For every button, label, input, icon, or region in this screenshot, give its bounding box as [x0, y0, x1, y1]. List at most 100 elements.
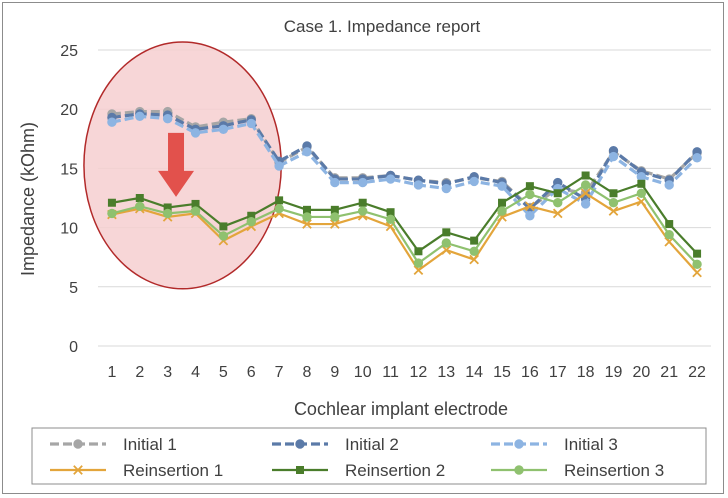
- data-point: [330, 219, 340, 229]
- x-tick-label: 11: [382, 364, 399, 381]
- data-point: [470, 236, 479, 245]
- data-point: [414, 247, 423, 256]
- y-tick-label: 20: [60, 102, 78, 119]
- data-point: [163, 203, 172, 212]
- data-point: [219, 222, 228, 231]
- chart-title: Case 1. Impedance report: [284, 17, 481, 36]
- data-point: [107, 198, 116, 207]
- data-point: [664, 180, 674, 190]
- data-point: [330, 177, 340, 188]
- x-tick-label: 8: [303, 364, 312, 381]
- x-tick-label: 18: [577, 364, 595, 381]
- x-tick-label: 1: [107, 364, 116, 381]
- x-tick-label: 9: [330, 364, 339, 381]
- data-point: [247, 211, 256, 220]
- x-tick-label: 5: [219, 364, 228, 381]
- series-reinsertion-2: [107, 171, 702, 258]
- data-point: [525, 211, 535, 221]
- data-point: [191, 199, 200, 208]
- x-tick-label: 14: [465, 364, 483, 381]
- legend-marker: [514, 465, 524, 475]
- legend-label: Reinsertion 3: [564, 461, 664, 480]
- legend-item: Reinsertion 3: [491, 461, 664, 480]
- data-point: [274, 161, 284, 171]
- data-point: [330, 205, 339, 214]
- x-tick-label: 6: [247, 364, 256, 381]
- legend-item: Initial 1: [50, 435, 177, 454]
- legend-label: Initial 2: [345, 435, 399, 454]
- data-point: [386, 208, 395, 217]
- data-point: [580, 199, 591, 209]
- legend-marker: [73, 465, 83, 475]
- data-point: [441, 238, 451, 248]
- legend-marker: [73, 439, 83, 449]
- data-point: [692, 259, 702, 270]
- data-point: [636, 188, 647, 198]
- data-point: [107, 117, 117, 127]
- data-point: [385, 214, 396, 225]
- data-point: [608, 151, 619, 162]
- data-point: [162, 208, 173, 219]
- data-point: [469, 176, 479, 187]
- data-point: [580, 180, 591, 190]
- data-point: [692, 267, 702, 278]
- legend-label: Reinsertion 2: [345, 461, 445, 480]
- data-point: [302, 212, 312, 222]
- down-arrow-icon: [158, 132, 195, 197]
- x-tick-label: 17: [549, 364, 567, 381]
- data-point: [385, 174, 396, 184]
- x-tick-label: 13: [437, 364, 455, 381]
- legend-marker: [296, 466, 304, 474]
- legend-item: Initial 3: [491, 435, 618, 454]
- y-tick-label: 0: [69, 339, 78, 356]
- data-point: [525, 201, 535, 212]
- data-point: [553, 189, 562, 198]
- data-point: [664, 230, 674, 240]
- x-tick-label: 3: [163, 364, 172, 381]
- data-point: [302, 205, 311, 214]
- data-point: [330, 212, 340, 222]
- legend-box: [31, 427, 707, 485]
- data-point: [358, 198, 367, 207]
- x-axis-label: Cochlear implant electrode: [294, 399, 508, 419]
- legend-marker: [295, 439, 305, 449]
- series-line: [111, 112, 699, 211]
- data-point: [497, 181, 507, 191]
- data-point: [609, 189, 618, 198]
- data-point: [636, 171, 647, 182]
- x-tick-label: 10: [354, 364, 372, 381]
- series-line: [111, 114, 699, 218]
- x-tick-label: 4: [191, 364, 200, 381]
- data-point: [469, 246, 479, 256]
- data-point: [441, 183, 451, 194]
- data-point: [525, 189, 535, 200]
- data-point: [162, 113, 173, 124]
- data-point: [608, 198, 619, 208]
- data-point: [358, 177, 368, 188]
- data-point: [693, 249, 702, 258]
- data-point: [135, 194, 144, 202]
- series-line: [111, 183, 698, 266]
- y-tick-label: 5: [69, 280, 78, 297]
- x-tick-label: 20: [632, 364, 650, 381]
- series-reinsertion-3: [107, 180, 702, 270]
- series-layer: [107, 106, 702, 278]
- data-point: [413, 265, 424, 276]
- data-point: [274, 203, 284, 214]
- data-point: [246, 216, 256, 227]
- data-point: [581, 171, 590, 180]
- legend-label: Reinsertion 1: [123, 461, 223, 480]
- data-point: [441, 245, 452, 255]
- data-point: [498, 198, 507, 207]
- data-point: [413, 180, 424, 190]
- data-point: [553, 198, 563, 208]
- data-point: [107, 208, 117, 219]
- annotation-layer: [83, 41, 282, 290]
- data-point: [525, 182, 534, 191]
- x-tick-label: 15: [493, 364, 511, 381]
- x-tick-label: 7: [275, 364, 284, 381]
- data-point: [580, 188, 591, 199]
- data-point: [190, 128, 201, 138]
- y-tick-label: 10: [60, 221, 78, 238]
